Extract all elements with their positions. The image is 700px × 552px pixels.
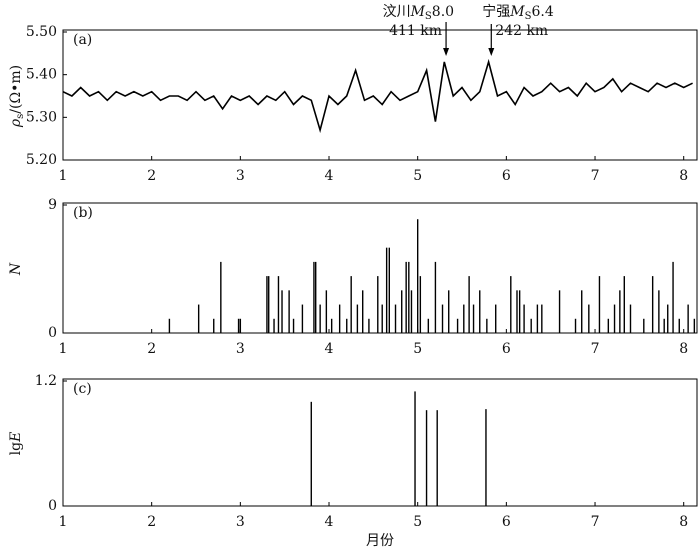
x-tick-label: 5 [413,341,422,357]
x-tick-label: 3 [236,341,245,357]
plot-frame [62,29,698,161]
x-tick-label: 1 [59,168,68,184]
x-tick-label: 6 [502,168,511,184]
x-tick-label: 2 [147,514,156,530]
x-tick-label: 2 [147,168,156,184]
text-part: E [8,432,24,443]
text-part: lg [8,442,24,455]
annotation-title: 汶川MS8.0 [383,3,454,22]
x-tick-label: 5 [413,514,422,530]
arrow-head [488,48,495,56]
panel-label: (a) [73,32,92,48]
data-line [62,58,693,134]
plot-frame [62,378,698,507]
arrow-head [443,48,450,56]
x-tick-label: 8 [679,341,688,357]
x-tick-label: 8 [679,168,688,184]
y-axis-label: lgE [8,432,24,456]
annotation-title: 宁强MS6.4 [482,3,554,22]
x-tick-label: 4 [325,168,334,184]
x-tick-label: 3 [236,168,245,184]
text-part: 宁强 [482,3,510,20]
text-part: s [15,114,26,119]
y-tick-label: 5.40 [26,67,57,83]
x-tick-label: 8 [679,514,688,530]
text-part: S [525,11,532,22]
x-tick-label: 5 [413,168,422,184]
y-tick-label: 5.50 [26,24,57,40]
text-part: ρ [8,118,24,128]
y-tick-label: 0 [48,325,57,341]
y-axis-label: ρs/(Ω•m) [8,65,26,128]
text-part: 8.0 [432,4,454,20]
x-tick-label: 2 [147,341,156,357]
y-tick-label: 9 [48,197,57,213]
plot-frame [62,202,698,334]
text-part: M [410,4,426,20]
x-tick-label: 4 [325,514,334,530]
text-part: S [425,11,432,22]
annotation-distance: 411 km [389,23,442,39]
text-part: 汶川 [383,3,411,20]
text-part: M [509,4,525,20]
x-tick-label: 6 [502,341,511,357]
y-tick-label: 1.2 [35,373,57,389]
x-tick-label: 1 [59,341,68,357]
x-tick-label: 6 [502,514,511,530]
x-tick-label: 7 [591,168,600,184]
text-part: /(Ω•m) [8,65,24,114]
x-tick-label: 1 [59,514,68,530]
y-tick-label: 5.30 [26,109,57,125]
text-part: 6.4 [531,4,553,20]
x-axis-label: 月份 [366,533,394,549]
y-tick-label: 5.20 [26,152,57,168]
panel-label: (c) [73,381,92,397]
panel-label: (b) [73,205,93,221]
x-tick-label: 3 [236,514,245,530]
y-tick-label: 0 [48,498,57,514]
annotation-distance: 242 km [495,23,548,39]
x-tick-label: 7 [591,514,600,530]
x-tick-label: 7 [591,341,600,357]
x-tick-label: 4 [325,341,334,357]
y-axis-label: N [8,262,24,276]
